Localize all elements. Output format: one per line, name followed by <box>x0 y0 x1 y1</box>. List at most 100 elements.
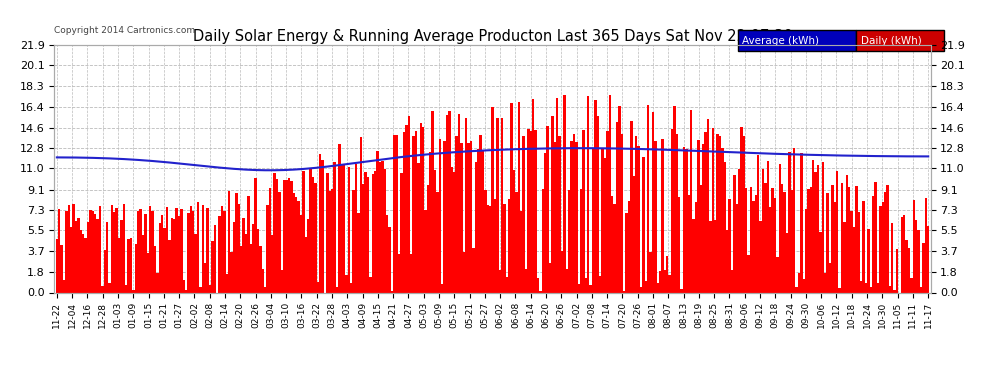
Bar <box>352 190 354 292</box>
Bar <box>848 187 850 292</box>
Bar <box>137 211 140 292</box>
Bar <box>393 135 396 292</box>
Bar <box>460 143 462 292</box>
Bar <box>537 278 540 292</box>
Bar <box>388 227 391 292</box>
Bar <box>872 196 874 292</box>
Bar <box>391 291 393 292</box>
Bar <box>442 284 444 292</box>
Bar <box>302 171 305 292</box>
Bar <box>611 196 614 292</box>
Bar <box>800 153 803 292</box>
Bar <box>312 177 314 292</box>
Bar <box>128 239 130 292</box>
Bar <box>192 211 194 292</box>
Bar <box>491 107 494 292</box>
Bar <box>410 254 412 292</box>
Bar <box>513 170 515 292</box>
Bar <box>857 212 860 292</box>
Bar <box>233 222 236 292</box>
Bar <box>398 254 400 292</box>
Bar <box>339 144 341 292</box>
Bar <box>67 205 70 292</box>
Bar <box>343 165 346 292</box>
Bar <box>369 276 371 292</box>
Bar <box>714 220 717 292</box>
Bar <box>120 220 123 292</box>
Bar <box>551 116 553 292</box>
Bar <box>178 216 180 292</box>
Bar <box>675 134 678 292</box>
Bar <box>841 183 843 292</box>
Bar <box>158 224 161 292</box>
Bar <box>695 202 697 292</box>
Bar <box>910 278 913 292</box>
Bar <box>558 136 560 292</box>
Bar <box>724 162 726 292</box>
Bar <box>817 165 820 292</box>
Bar <box>678 197 680 292</box>
Bar <box>204 263 207 292</box>
Bar <box>609 95 611 292</box>
Bar <box>108 283 111 292</box>
Bar <box>704 132 707 292</box>
Bar <box>70 228 72 292</box>
Bar <box>525 268 528 292</box>
Bar <box>165 207 168 292</box>
Bar <box>776 257 778 292</box>
Bar <box>778 164 781 292</box>
Bar <box>231 252 233 292</box>
Bar <box>834 202 836 292</box>
Bar <box>482 151 484 292</box>
Bar <box>668 275 671 292</box>
Bar <box>145 214 147 292</box>
Bar <box>341 165 343 292</box>
Bar <box>153 246 156 292</box>
FancyBboxPatch shape <box>738 30 856 51</box>
Bar <box>256 229 259 292</box>
Bar <box>556 98 558 292</box>
Bar <box>359 137 362 292</box>
Bar <box>582 130 585 292</box>
Bar <box>197 202 199 292</box>
Bar <box>877 283 879 292</box>
Bar <box>219 216 221 292</box>
Bar <box>719 135 721 292</box>
Bar <box>530 131 532 292</box>
Bar <box>453 172 455 292</box>
Bar <box>508 198 511 292</box>
Bar <box>518 102 520 292</box>
Bar <box>850 211 852 292</box>
Bar <box>563 95 565 292</box>
Bar <box>87 222 89 292</box>
Bar <box>896 249 898 292</box>
Bar <box>628 201 631 292</box>
Bar <box>116 208 118 292</box>
Bar <box>836 171 839 292</box>
Bar <box>307 219 310 292</box>
Bar <box>717 134 719 292</box>
Bar <box>692 219 695 292</box>
Bar <box>886 185 889 292</box>
Bar <box>123 204 125 292</box>
Bar <box>240 246 243 292</box>
Bar <box>297 201 300 292</box>
Bar <box>646 105 649 292</box>
Bar <box>462 252 465 292</box>
Bar <box>283 180 285 292</box>
Bar <box>60 244 62 292</box>
Bar <box>762 169 764 292</box>
Bar <box>133 290 135 292</box>
Bar <box>640 287 643 292</box>
Bar <box>72 204 75 292</box>
Bar <box>680 290 683 292</box>
Bar <box>923 243 925 292</box>
Bar <box>791 190 793 292</box>
Bar <box>575 142 577 292</box>
Bar <box>663 270 666 292</box>
Bar <box>925 198 927 292</box>
Bar <box>685 149 688 292</box>
Bar <box>180 209 182 292</box>
Bar <box>496 118 499 292</box>
Bar <box>815 172 817 292</box>
